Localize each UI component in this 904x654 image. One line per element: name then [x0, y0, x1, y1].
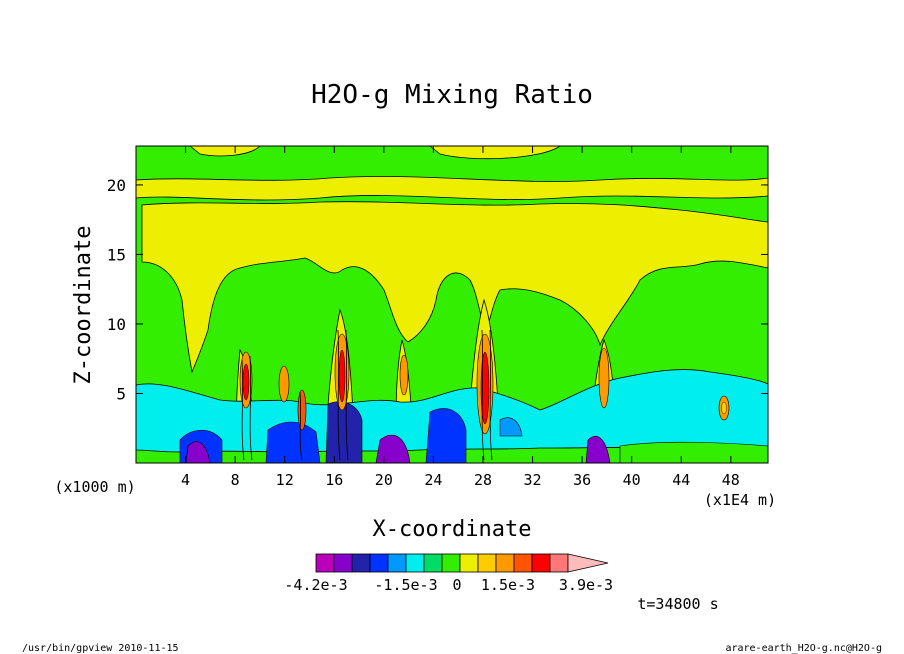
blue-patch-3 — [325, 401, 363, 463]
chart-title: H2O-g Mixing Ratio — [311, 80, 593, 110]
x-tick-label: 4 — [181, 471, 190, 489]
footer-right: arare-earth_H2O-g.nc@H2O-g — [725, 643, 882, 654]
x-tick-label: 44 — [672, 471, 690, 489]
upper-moist-band — [136, 176, 768, 201]
core-38 — [598, 347, 610, 409]
colorbar-swatch — [369, 553, 389, 573]
colorbar-swatch — [459, 553, 479, 573]
colorbar-label: -1.5e-3 — [374, 576, 437, 594]
core-28-inner — [480, 351, 490, 425]
colorbar — [315, 553, 609, 573]
colorbar-swatch — [477, 553, 497, 573]
blue-patch-4 — [425, 408, 467, 463]
x-tick-label: 24 — [424, 471, 442, 489]
colorbar-arrow — [567, 553, 609, 573]
colorbar-swatch — [513, 553, 533, 573]
plot-frame — [135, 145, 769, 464]
colorbar-swatch — [333, 553, 353, 573]
purple-patch-3 — [585, 436, 611, 463]
purple-patch-2 — [375, 434, 411, 463]
core-8-inner — [242, 363, 250, 401]
purple-patch-1 — [185, 441, 211, 463]
green-floor — [619, 441, 768, 463]
x-tick-label: 20 — [375, 471, 393, 489]
y-tick-label: 20 — [107, 176, 126, 195]
colorbar-swatch — [315, 553, 335, 573]
core-13 — [297, 389, 307, 431]
colorbar-swatch — [549, 553, 569, 573]
core-9 — [278, 365, 290, 403]
footer-left: /usr/bin/gpview 2010-11-15 — [22, 643, 179, 654]
core-48-inner — [721, 401, 727, 415]
x-tick-label: 48 — [722, 471, 740, 489]
colorbar-label: 0 — [452, 576, 461, 594]
colorbar-swatch — [423, 553, 443, 573]
x-axis-label: X-coordinate — [373, 517, 532, 542]
x-tick-label: 28 — [474, 471, 492, 489]
colorbar-swatch — [387, 553, 407, 573]
x-unit-left: (x1000 m) — [54, 478, 135, 496]
colorbar-swatch — [531, 553, 551, 573]
blue-patch-5 — [499, 417, 523, 437]
y-tick-label: 15 — [107, 245, 126, 264]
core-16-inner — [338, 349, 346, 403]
x-axis: 4 8 12 16 20 24 28 32 36 40 44 48 — [181, 146, 740, 489]
colorbar-label: 1.5e-3 — [481, 576, 535, 594]
top-patch — [189, 146, 261, 157]
colorbar-swatch — [495, 553, 515, 573]
colorbar-label: 3.9e-3 — [559, 576, 613, 594]
colorbar-swatch — [405, 553, 425, 573]
time-label: t=34800 s — [637, 595, 718, 613]
core-contour-lines — [241, 329, 493, 461]
plot-field — [136, 146, 768, 463]
x-tick-label: 16 — [325, 471, 343, 489]
x-tick-label: 36 — [573, 471, 591, 489]
x-tick-label: 32 — [524, 471, 542, 489]
colorbar-swatch — [441, 553, 461, 573]
y-tick-label: 10 — [107, 315, 126, 334]
y-axis: 5 10 15 20 — [107, 176, 768, 403]
x-tick-label: 12 — [276, 471, 294, 489]
top-patch-2 — [429, 146, 561, 160]
x-unit-right: (x1E4 m) — [704, 491, 776, 509]
y-tick-label: 5 — [116, 384, 126, 403]
colorbar-label: -4.2e-3 — [284, 576, 347, 594]
colorbar-labels: -4.2e-3 -1.5e-3 0 1.5e-3 3.9e-3 — [284, 576, 613, 594]
colorbar-swatch — [351, 553, 371, 573]
y-axis-label: Z-coordinate — [71, 226, 96, 385]
x-tick-label: 8 — [231, 471, 240, 489]
core-21 — [399, 354, 409, 396]
x-tick-label: 40 — [623, 471, 641, 489]
mid-moist-region — [141, 201, 768, 374]
